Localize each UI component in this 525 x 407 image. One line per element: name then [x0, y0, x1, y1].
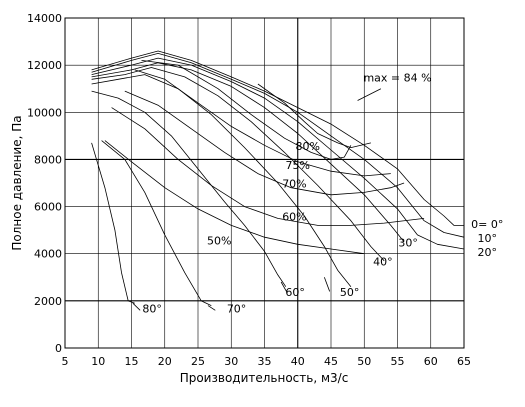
- x-tick-label: 25: [191, 355, 205, 368]
- x-axis-label: Производительность, м3/с: [180, 371, 349, 385]
- x-tick-label: 30: [224, 355, 238, 368]
- x-tick-label: 40: [291, 355, 305, 368]
- curve-annotation: 40°: [373, 256, 393, 269]
- curve-annotation: 10°: [478, 232, 498, 245]
- curve-annotation: 20°: [478, 246, 498, 259]
- x-tick-label: 20: [158, 355, 172, 368]
- x-tick-label: 5: [62, 355, 69, 368]
- y-tick-label: 8000: [34, 153, 62, 166]
- curve-annotation: 75%: [286, 159, 310, 172]
- curve-annotation: max = 84 %: [363, 72, 431, 85]
- y-tick-label: 14000: [27, 12, 62, 25]
- series-curve-15: [257, 83, 371, 148]
- curve-annotation: 80%: [295, 140, 319, 153]
- series-curve-3: [91, 57, 465, 250]
- curve-annotation: 50°: [340, 286, 360, 299]
- annotation-leader: [357, 88, 382, 101]
- y-tick-label: 0: [55, 342, 62, 355]
- curve-annotation: 60%: [282, 211, 306, 224]
- curve-annotation: 30°: [398, 237, 418, 250]
- y-tick-label: 10000: [27, 106, 62, 119]
- series-curve-8: [101, 140, 212, 306]
- series-curve-10: [141, 60, 352, 160]
- series-curve-5: [91, 67, 385, 262]
- series-curve-13: [111, 107, 425, 226]
- curve-annotation: 0= 0°: [471, 218, 503, 231]
- y-axis-label: Полное давление, Па: [10, 115, 24, 250]
- series-curve-9: [91, 142, 135, 304]
- series-curve-1: [91, 50, 464, 226]
- x-tick-label: 10: [91, 355, 105, 368]
- y-tick-label: 4000: [34, 248, 62, 261]
- series-curve-4: [91, 62, 405, 243]
- y-tick-label: 2000: [34, 295, 62, 308]
- annotation-leader: [323, 277, 331, 292]
- series-curve-14: [104, 140, 365, 255]
- series-curve-11: [134, 69, 391, 177]
- annotation-leader: [207, 305, 216, 311]
- curve-annotation: 60°: [285, 286, 305, 299]
- curve-annotation: 70%: [282, 178, 306, 191]
- curve-annotation: 80°: [142, 303, 162, 316]
- x-tick-label: 45: [324, 355, 338, 368]
- y-tick-labels: 0 2000 4000 6000 8000 10000 12000 14000: [27, 12, 62, 355]
- curve-annotation: 50%: [207, 234, 231, 247]
- x-tick-label: 55: [391, 355, 405, 368]
- annotation-leader: [132, 302, 141, 311]
- curve-annotation: 70°: [227, 303, 247, 316]
- x-tick-label: 15: [125, 355, 139, 368]
- x-tick-label: 65: [457, 355, 471, 368]
- series-curve-2: [91, 53, 465, 238]
- x-tick-label: 50: [357, 355, 371, 368]
- y-tick-label: 12000: [27, 59, 62, 72]
- x-tick-label: 35: [258, 355, 272, 368]
- curves: [91, 50, 465, 306]
- series-curve-12: [124, 90, 405, 196]
- series-curve-6: [91, 74, 352, 287]
- annotations: max = 84 % 80% 75% 70% 60% 50% 0= 0°10°20° 30° 4…: [132, 72, 503, 316]
- x-tick-labels: 5 10 15 20 25 30 35 40 45 50 55 60 65: [62, 355, 472, 368]
- annotation-leader: [280, 281, 287, 292]
- x-tick-label: 60: [424, 355, 438, 368]
- y-tick-label: 6000: [34, 201, 62, 214]
